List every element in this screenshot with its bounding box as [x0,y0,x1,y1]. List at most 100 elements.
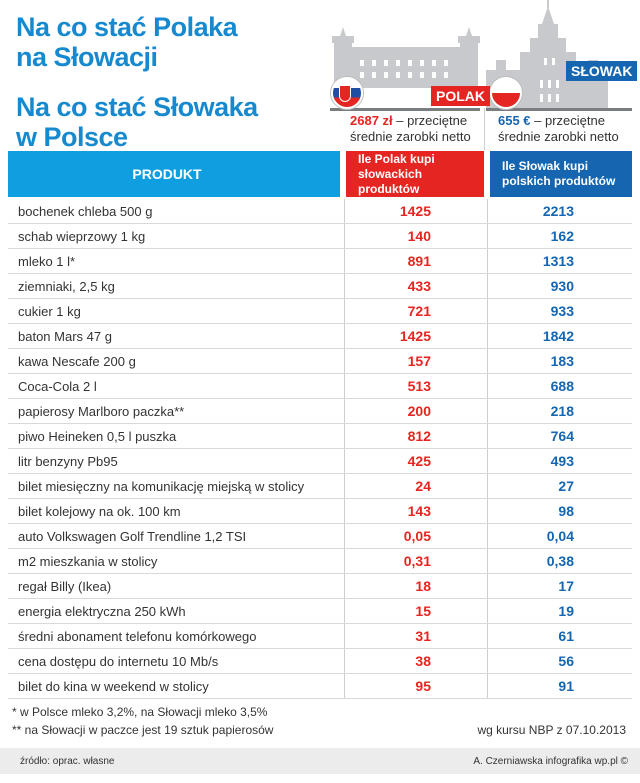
slowak-value: 0,04 [546,528,574,544]
slowak-value: 56 [558,653,574,669]
polak-value: 157 [344,349,488,373]
table-row: Coca-Cola 2 l 513 688 [8,374,632,399]
polak-value: 425 [344,449,488,473]
income-slowak-amount: 655 € [498,113,531,128]
slowak-value: 98 [558,503,574,519]
product-name: baton Mars 47 g [18,328,112,344]
slowak-value: 27 [558,478,574,494]
table-row: cena dostępu do internetu 10 Mb/s 38 56 [8,649,632,674]
slowak-value: 91 [558,678,574,694]
header-polak-line: Ile Polak kupi [358,151,435,166]
product-name: bilet miesięczny na komunikację miejską … [18,478,305,494]
polak-value: 812 [344,424,488,448]
product-name: schab wieprzowy 1 kg [18,228,146,244]
footnote: * w Polsce mleko 3,2%, na Słowacji mleko… [12,705,268,719]
polak-value: 891 [344,249,488,273]
title-slowak: Na co stać Słowaka w Polsce [16,92,258,152]
table-row: bilet miesięczny na komunikację miejską … [8,474,632,499]
polak-value: 200 [344,399,488,423]
exchange-rate-note: wg kursu NBP z 07.10.2013 [477,723,626,737]
product-name: regał Billy (Ikea) [18,578,112,594]
polak-value: 513 [344,374,488,398]
slowak-value: 1842 [542,328,574,344]
table-row: schab wieprzowy 1 kg 140 162 [8,224,632,249]
slowak-value: 218 [550,403,574,419]
table-row: mleko 1 l* 891 1313 [8,249,632,274]
table-row: m2 mieszkania w stolicy 0,31 0,38 [8,549,632,574]
product-name: papierosy Marlboro paczka** [18,403,185,419]
income-polak: 2687 zł – przeciętne średnie zarobki net… [350,113,471,145]
header-slowak: Ile Słowak kupi polskich produktów [490,151,632,197]
table-row: ziemniaki, 2,5 kg 433 930 [8,274,632,299]
slowak-value: 17 [558,578,574,594]
table-row: średni abonament telefonu komórkowego 31 6… [8,624,632,649]
slowak-value: 764 [550,428,574,444]
footnotes: * w Polsce mleko 3,2%, na Słowacji mleko… [12,703,273,739]
polak-tag: POLAK [431,86,490,106]
polak-value: 18 [344,574,488,598]
slovak-coat-of-arms-icon [339,85,351,102]
product-name: bilet kolejowy na ok. 100 km [18,503,181,519]
polak-value: 721 [344,299,488,323]
income-polak-amount: 2687 zł [350,113,393,128]
product-name: ziemniaki, 2,5 kg [18,278,115,294]
header-slowak-line: polskich produktów [502,174,616,188]
income-polak-label: – przeciętne [392,113,468,128]
slowak-value: 2213 [542,203,574,219]
polak-value: 24 [344,474,488,498]
table-row: energia elektryczna 250 kWh 15 19 [8,599,632,624]
income-slowak-label: średnie zarobki netto [498,129,619,144]
slowak-value: 162 [550,228,574,244]
source-note: źródło: oprac. własne [20,755,115,767]
slovakia-flag-icon [331,77,363,109]
income-slowak: 655 € – przeciętne średnie zarobki netto [498,113,619,145]
table-header: PRODUKT Ile Polak kupi słowackich produk… [8,151,632,197]
product-name: bochenek chleba 500 g [18,203,153,219]
credit-note: A. Czerniawska infografika wp.pl © [473,755,628,767]
slowak-value: 930 [550,278,574,294]
slowak-value: 19 [558,603,574,619]
header-product: PRODUKT [8,151,340,197]
product-name: energia elektryczna 250 kWh [18,603,186,619]
bratislava-castle-icon [332,27,480,88]
title-block: Na co stać Polaka na Słowacji Na co stać… [16,12,258,152]
table-body: bochenek chleba 500 g 1425 2213 schab wiepr… [8,199,632,699]
product-name: Coca-Cola 2 l [18,378,97,394]
slowak-value: 933 [550,303,574,319]
poland-flag-icon [490,77,522,109]
header-polak: Ile Polak kupi słowackich produktów [346,151,484,197]
slowak-value: 183 [550,353,574,369]
title-polak: Na co stać Polaka na Słowacji [16,12,258,72]
polak-value: 433 [344,274,488,298]
product-name: cena dostępu do internetu 10 Mb/s [18,653,219,669]
table-row: bilet do kina w weekend w stolicy 95 91 [8,674,632,699]
title-line: Na co stać Polaka [16,12,238,42]
title-line: na Słowacji [16,42,158,72]
footnote: ** na Słowacji w paczce jest 19 sztuk pa… [12,723,274,737]
header-slowak-line: Ile Słowak kupi [502,159,589,173]
product-name: piwo Heineken 0,5 l puszka [18,428,177,444]
table-row: papierosy Marlboro paczka** 200 218 [8,399,632,424]
table-row: auto Volkswagen Golf Trendline 1,2 TSI 0,… [8,524,632,549]
table-row: baton Mars 47 g 1425 1842 [8,324,632,349]
title-line: w Polsce [16,122,128,152]
income-slowak-label: – przeciętne [530,113,605,128]
table-row: kawa Nescafe 200 g 157 183 [8,349,632,374]
product-name: m2 mieszkania w stolicy [18,553,158,569]
polak-value: 0,31 [344,549,488,573]
table-row: regał Billy (Ikea) 18 17 [8,574,632,599]
polak-value: 31 [344,624,488,648]
slowak-value: 493 [550,453,574,469]
polak-value: 143 [344,499,488,523]
product-name: mleko 1 l* [18,253,76,269]
product-name: cukier 1 kg [18,303,81,319]
comparison-table: PRODUKT Ile Polak kupi słowackich produk… [8,151,632,699]
polak-value: 0,05 [344,524,488,548]
polak-value: 95 [344,674,488,698]
product-name: auto Volkswagen Golf Trendline 1,2 TSI [18,528,247,544]
slowak-value: 61 [558,628,574,644]
slowak-value: 1313 [542,253,574,269]
polak-value: 1425 [344,199,488,223]
slowak-tag: SŁOWAK [566,61,638,81]
slowak-value: 688 [550,378,574,394]
